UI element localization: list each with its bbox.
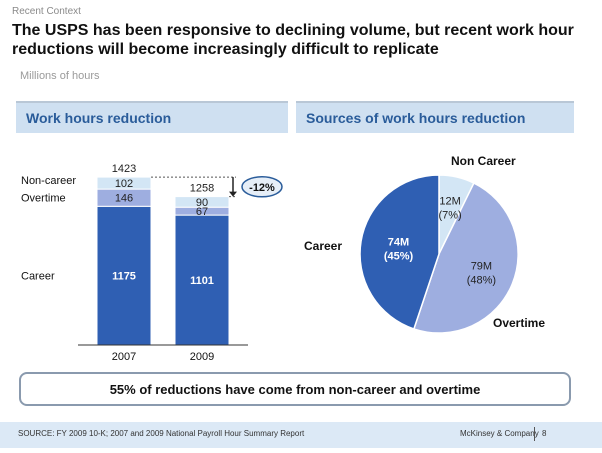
bar-career-2009	[174, 214, 230, 346]
slice-percent-career: (45%)	[384, 250, 414, 262]
footer: SOURCE: FY 2009 10-K; 2007 and 2009 Nati…	[0, 422, 602, 448]
page-title: The USPS has been responsive to declinin…	[12, 22, 574, 58]
value-label-career-2009: 1101	[190, 275, 214, 287]
source-note: SOURCE: FY 2009 10-K; 2007 and 2009 Nati…	[18, 429, 305, 438]
slice-percent-overtime: (48%)	[467, 274, 496, 286]
eyebrow: Recent Context	[12, 6, 81, 17]
key-takeaway-box: 55% of reductions have come from non-car…	[19, 372, 571, 406]
legend-overtime: Overtime	[21, 193, 66, 205]
unit-label: Millions of hours	[20, 70, 100, 82]
x-tick-2009: 2009	[190, 351, 214, 363]
total-label-2007: 1423	[112, 163, 136, 175]
pie-chart: 12M (7%) 79M (48%) 74M (45%) Non Career Overtim…	[304, 154, 545, 334]
bar-chart-area: 1175 146 102 1423 2007 1101 67 90 1258 2009 Career…	[16, 133, 288, 369]
change-callout-label: -12%	[249, 182, 275, 194]
slice-value-career: 74M	[388, 236, 409, 248]
bar-career-2007	[96, 205, 152, 346]
x-tick-2007: 2007	[112, 351, 136, 363]
legend-career: Career	[21, 271, 55, 283]
sources-panel-header: Sources of work hours reduction	[296, 103, 574, 133]
legend-non-career: Non-career	[21, 175, 76, 187]
value-label-career-2007: 1175	[112, 271, 136, 283]
total-label-2009: 1258	[190, 183, 214, 195]
change-arrow-head-icon	[229, 191, 237, 197]
pie-label-overtime: Overtime	[493, 316, 545, 330]
pie-label-non-career: Non Career	[451, 154, 516, 168]
value-label-overtime-2007: 146	[115, 193, 133, 205]
slice-percent-non-career: (7%)	[438, 209, 461, 221]
change-callout-bubble	[241, 176, 283, 198]
slice-value-overtime: 79M	[471, 260, 492, 272]
value-label-non-career-2007: 102	[115, 178, 133, 190]
slice-value-non-career: 12M	[439, 195, 460, 207]
bar-non-career-2009	[174, 196, 230, 208]
brand-name: McKinsey & Company	[460, 429, 539, 438]
bar-non-career-2007	[96, 176, 152, 190]
pie-chart-area: 12M (7%) 79M (48%) 74M (45%) Non Career Overtim…	[296, 133, 574, 369]
sources-panel: Sources of work hours reduction 12M (7%) 7…	[296, 101, 574, 369]
footer-divider	[534, 427, 535, 441]
pie-slice-career	[359, 174, 440, 330]
page-number: 8	[542, 429, 547, 438]
key-takeaway-text: 55% of reductions have come from non-car…	[109, 382, 481, 397]
work-hours-panel-title: Work hours reduction	[26, 110, 172, 126]
pie-slice-overtime	[412, 182, 519, 334]
value-label-overtime-2009: 67	[196, 206, 208, 218]
pie-label-career: Career	[304, 239, 342, 253]
value-label-non-career-2009: 90	[196, 197, 208, 209]
sources-panel-title: Sources of work hours reduction	[306, 110, 526, 126]
work-hours-panel-header: Work hours reduction	[16, 103, 288, 133]
work-hours-panel: Work hours reduction 1175 146 102 1423 2007 1…	[16, 101, 288, 369]
